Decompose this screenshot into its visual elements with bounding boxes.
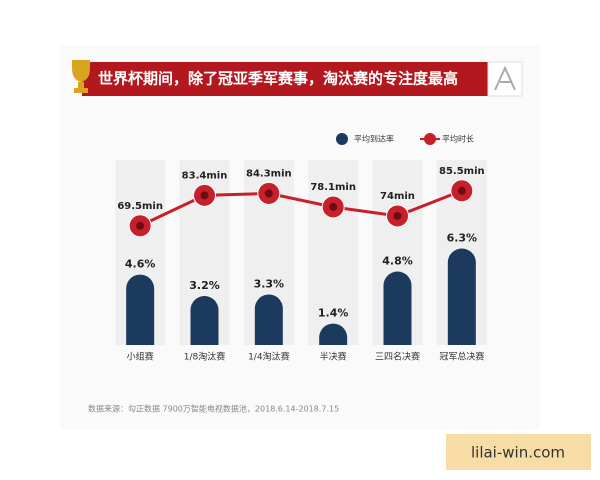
ball-patch <box>329 202 338 211</box>
x-tick-label: 1/8淘汰赛 <box>184 351 226 363</box>
watermark-box <box>446 434 591 470</box>
title-banner <box>82 62 522 96</box>
bar-value-label: 6.3% <box>447 232 478 245</box>
bar <box>190 296 219 345</box>
watermark: lilai-win.com <box>471 444 565 462</box>
point-value-label: 78.1min <box>310 182 356 193</box>
x-tick-label: 三四名决赛 <box>375 351 420 363</box>
x-tick-label: 1/4淘汰赛 <box>248 351 290 363</box>
bar-value-label: 3.2% <box>189 279 220 292</box>
point-value-label: 83.4min <box>182 170 228 181</box>
trophy-icon <box>72 60 90 93</box>
bar <box>254 294 283 345</box>
point-value-label: 84.3min <box>246 168 292 179</box>
bar-value-label: 3.3% <box>254 277 285 290</box>
line <box>139 189 463 228</box>
column-bg <box>308 160 359 345</box>
logo <box>494 65 516 91</box>
ball-patch <box>393 211 402 220</box>
point-value-label: 85.5min <box>439 166 485 177</box>
legend-label: 平均时长 <box>442 134 474 144</box>
x-tick-label: 半决赛 <box>320 351 347 363</box>
point-value-label: 69.5min <box>117 201 163 212</box>
bar-value-label: 4.8% <box>382 255 413 268</box>
legend-marker <box>424 133 436 145</box>
bar-value-label: 1.4% <box>318 307 349 320</box>
ball-patch <box>200 191 209 200</box>
bar <box>319 323 348 345</box>
bar <box>126 274 155 345</box>
bar <box>383 271 412 345</box>
source-note: 数据来源：勾正数据 7900万智能电视数据池，2018.6.14-2018.7.… <box>88 404 339 414</box>
point-value-label: 74min <box>380 191 415 202</box>
bar-value-label: 4.6% <box>125 258 156 271</box>
legend-marker <box>336 133 348 145</box>
x-tick-label: 小组赛 <box>127 351 154 363</box>
bar <box>447 248 476 345</box>
ball-patch <box>136 221 145 230</box>
ball-patch <box>457 186 466 195</box>
x-tick-label: 冠军总决赛 <box>439 351 484 363</box>
chart-title: 世界杯期间，除了冠亚季军赛事，淘汰赛的专注度最高 <box>98 70 458 88</box>
logo-box <box>487 61 523 97</box>
ball-patch <box>264 189 273 198</box>
legend-label: 平均到达率 <box>354 134 394 144</box>
